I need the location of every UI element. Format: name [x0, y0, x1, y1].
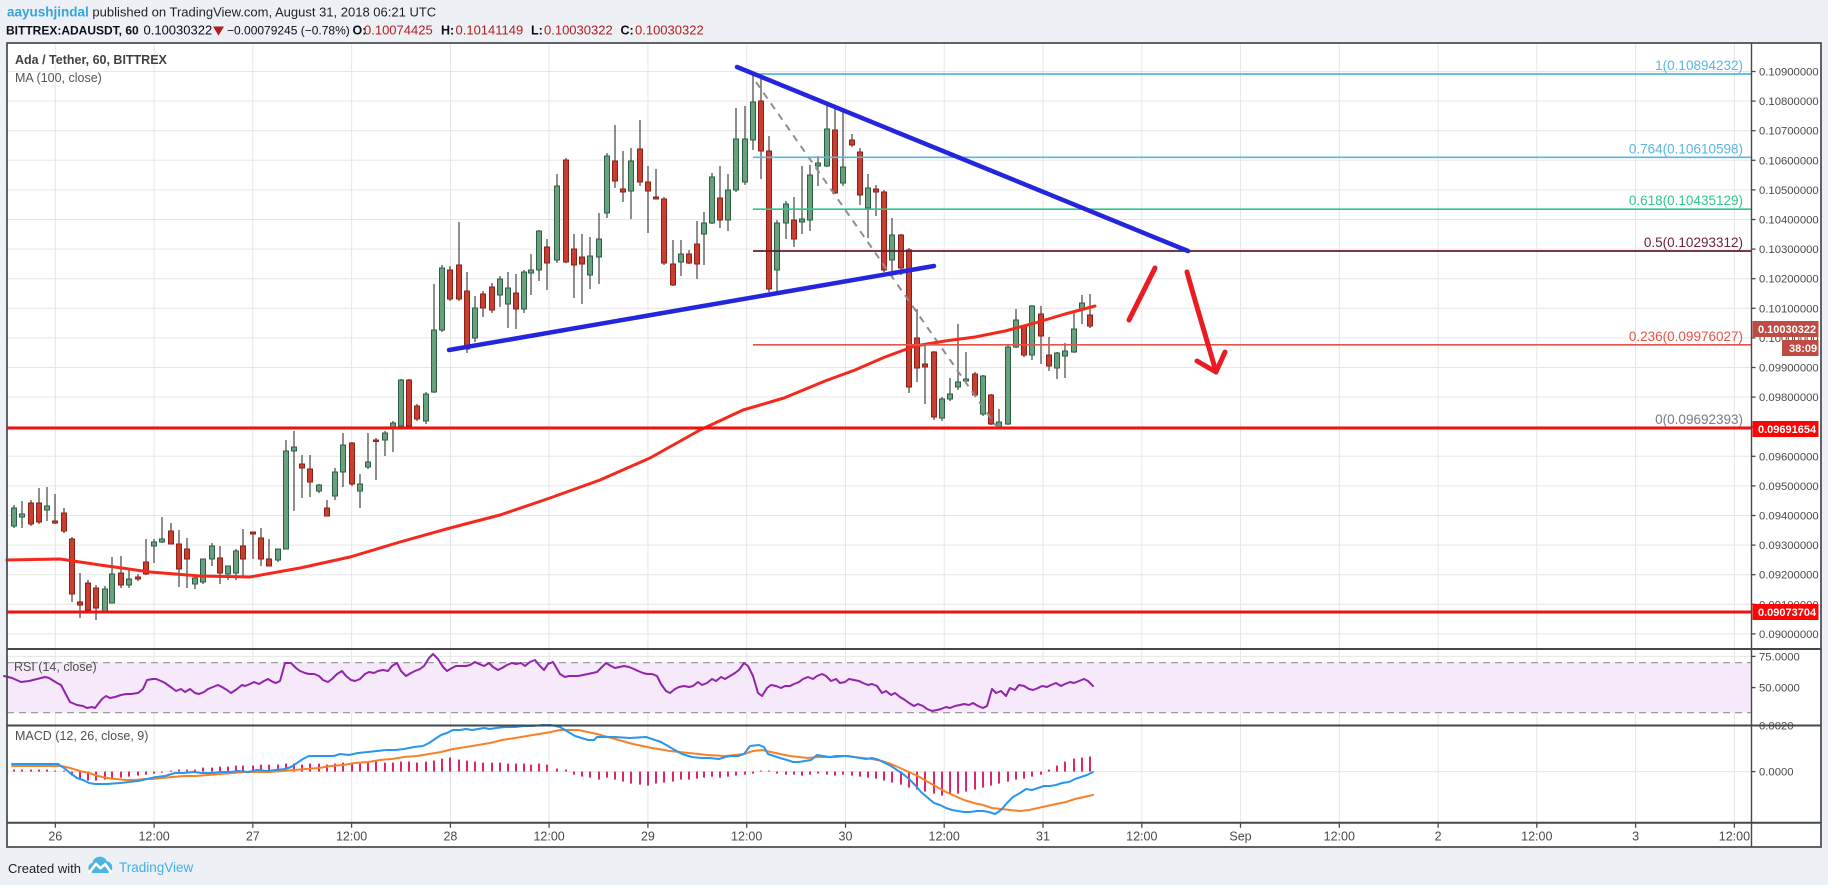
- svg-text:0.09900000: 0.09900000: [1759, 363, 1819, 375]
- svg-text:0.09800000: 0.09800000: [1759, 392, 1819, 404]
- svg-text:0.09691654: 0.09691654: [1758, 424, 1817, 436]
- svg-text:0.10900000: 0.10900000: [1759, 67, 1819, 79]
- svg-text:MACD (12, 26, close, 9): MACD (12, 26, close, 9): [15, 729, 148, 743]
- svg-text:12:00: 12:00: [336, 830, 367, 844]
- svg-text:0.10100000: 0.10100000: [1759, 303, 1819, 315]
- svg-text:0.09400000: 0.09400000: [1759, 511, 1819, 523]
- svg-text:0.10030322: 0.10030322: [1758, 324, 1816, 336]
- svg-text:3: 3: [1632, 830, 1639, 844]
- svg-text:26: 26: [48, 830, 62, 844]
- svg-text:0.5(0.10293312): 0.5(0.10293312): [1644, 235, 1743, 250]
- svg-text:12:00: 12:00: [138, 830, 169, 844]
- svg-text:0.10700000: 0.10700000: [1759, 126, 1819, 138]
- svg-text:aayushjindal published on Trad: aayushjindal published on TradingView.co…: [7, 5, 436, 20]
- svg-text:0.09600000: 0.09600000: [1759, 451, 1819, 463]
- svg-text:Created with: Created with: [8, 861, 81, 876]
- svg-text:30: 30: [839, 830, 853, 844]
- svg-text:RSI (14, close): RSI (14, close): [14, 660, 97, 674]
- svg-text:0.0020: 0.0020: [1759, 721, 1794, 733]
- svg-text:0.09073704: 0.09073704: [1758, 607, 1817, 619]
- svg-text:MA (100, close): MA (100, close): [15, 71, 102, 85]
- svg-text:BITTREX:ADAUSDT, 600.10030322−: BITTREX:ADAUSDT, 60 0.10030322 −0.00079245…: [6, 23, 704, 38]
- svg-text:12:00: 12:00: [1126, 830, 1157, 844]
- svg-text:28: 28: [443, 830, 457, 844]
- svg-text:0.10300000: 0.10300000: [1759, 244, 1819, 256]
- svg-text:0.0000: 0.0000: [1759, 767, 1794, 779]
- svg-text:0.09000000: 0.09000000: [1759, 629, 1819, 641]
- svg-text:0.764(0.10610598): 0.764(0.10610598): [1629, 141, 1743, 156]
- svg-text:TradingView: TradingView: [119, 860, 194, 875]
- svg-text:12:00: 12:00: [929, 830, 960, 844]
- svg-text:12:00: 12:00: [731, 830, 762, 844]
- svg-text:38:09: 38:09: [1789, 343, 1817, 355]
- svg-text:0.618(0.10435129): 0.618(0.10435129): [1629, 193, 1743, 208]
- svg-text:Ada / Tether, 60, BITTREX: Ada / Tether, 60, BITTREX: [15, 53, 168, 67]
- svg-text:0.10400000: 0.10400000: [1759, 215, 1819, 227]
- svg-text:12:00: 12:00: [1324, 830, 1355, 844]
- svg-text:0.10800000: 0.10800000: [1759, 96, 1819, 108]
- svg-text:27: 27: [246, 830, 260, 844]
- svg-text:29: 29: [641, 830, 655, 844]
- svg-text:0.09500000: 0.09500000: [1759, 481, 1819, 493]
- svg-text:1(0.10894232): 1(0.10894232): [1655, 58, 1743, 73]
- svg-text:0.10200000: 0.10200000: [1759, 274, 1819, 286]
- svg-text:12:00: 12:00: [1521, 830, 1552, 844]
- svg-text:0.09200000: 0.09200000: [1759, 570, 1819, 582]
- svg-text:12:00: 12:00: [533, 830, 564, 844]
- svg-text:0.236(0.09976027): 0.236(0.09976027): [1629, 329, 1743, 344]
- svg-text:31: 31: [1036, 830, 1050, 844]
- svg-text:0.10600000: 0.10600000: [1759, 155, 1819, 167]
- svg-text:2: 2: [1435, 830, 1442, 844]
- svg-text:0.09300000: 0.09300000: [1759, 540, 1819, 552]
- svg-text:Sep: Sep: [1229, 830, 1251, 844]
- svg-text:0(0.09692393): 0(0.09692393): [1655, 412, 1743, 427]
- svg-text:50.0000: 50.0000: [1759, 683, 1800, 695]
- svg-text:12:00: 12:00: [1719, 830, 1750, 844]
- svg-text:0.10500000: 0.10500000: [1759, 185, 1819, 197]
- svg-text:75.0000: 75.0000: [1759, 651, 1800, 663]
